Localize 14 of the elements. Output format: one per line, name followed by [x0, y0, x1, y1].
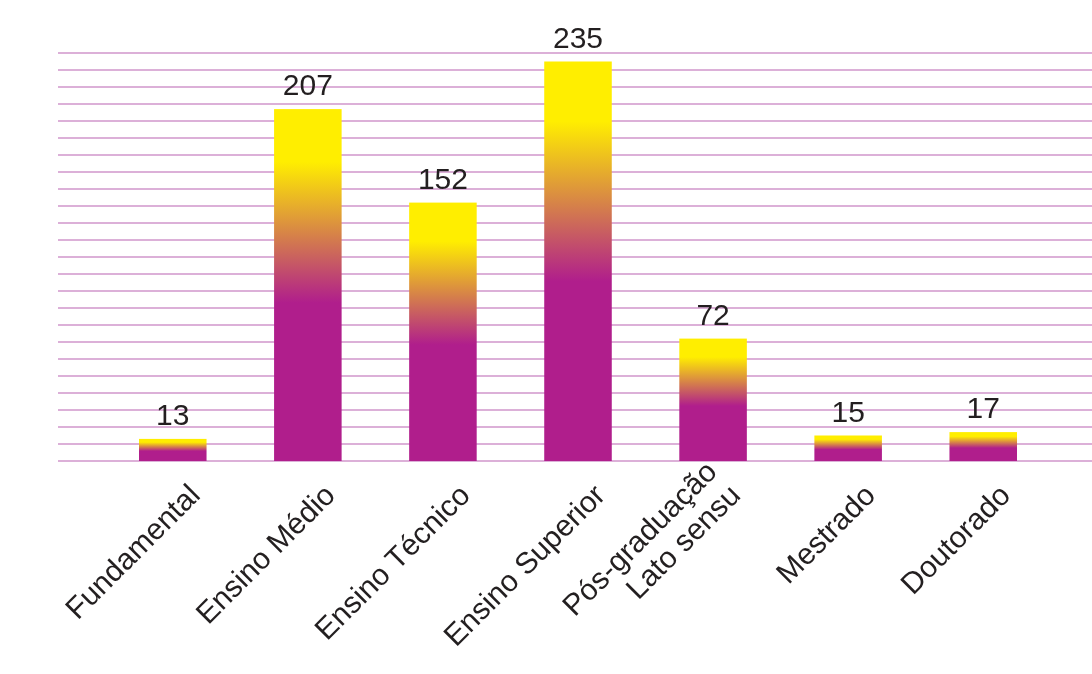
bar	[544, 61, 612, 461]
data-label: 235	[552, 20, 604, 54]
data-label: 13	[156, 397, 190, 431]
bar	[274, 109, 342, 461]
data-label: 17	[966, 391, 1000, 425]
bar	[409, 202, 477, 461]
bar	[814, 435, 882, 461]
bar	[949, 432, 1017, 461]
bar	[679, 338, 747, 461]
data-label: 15	[831, 394, 865, 428]
data-label: 72	[696, 297, 730, 331]
data-label: 207	[282, 68, 333, 102]
bar	[139, 438, 207, 461]
data-label: 152	[417, 161, 468, 195]
